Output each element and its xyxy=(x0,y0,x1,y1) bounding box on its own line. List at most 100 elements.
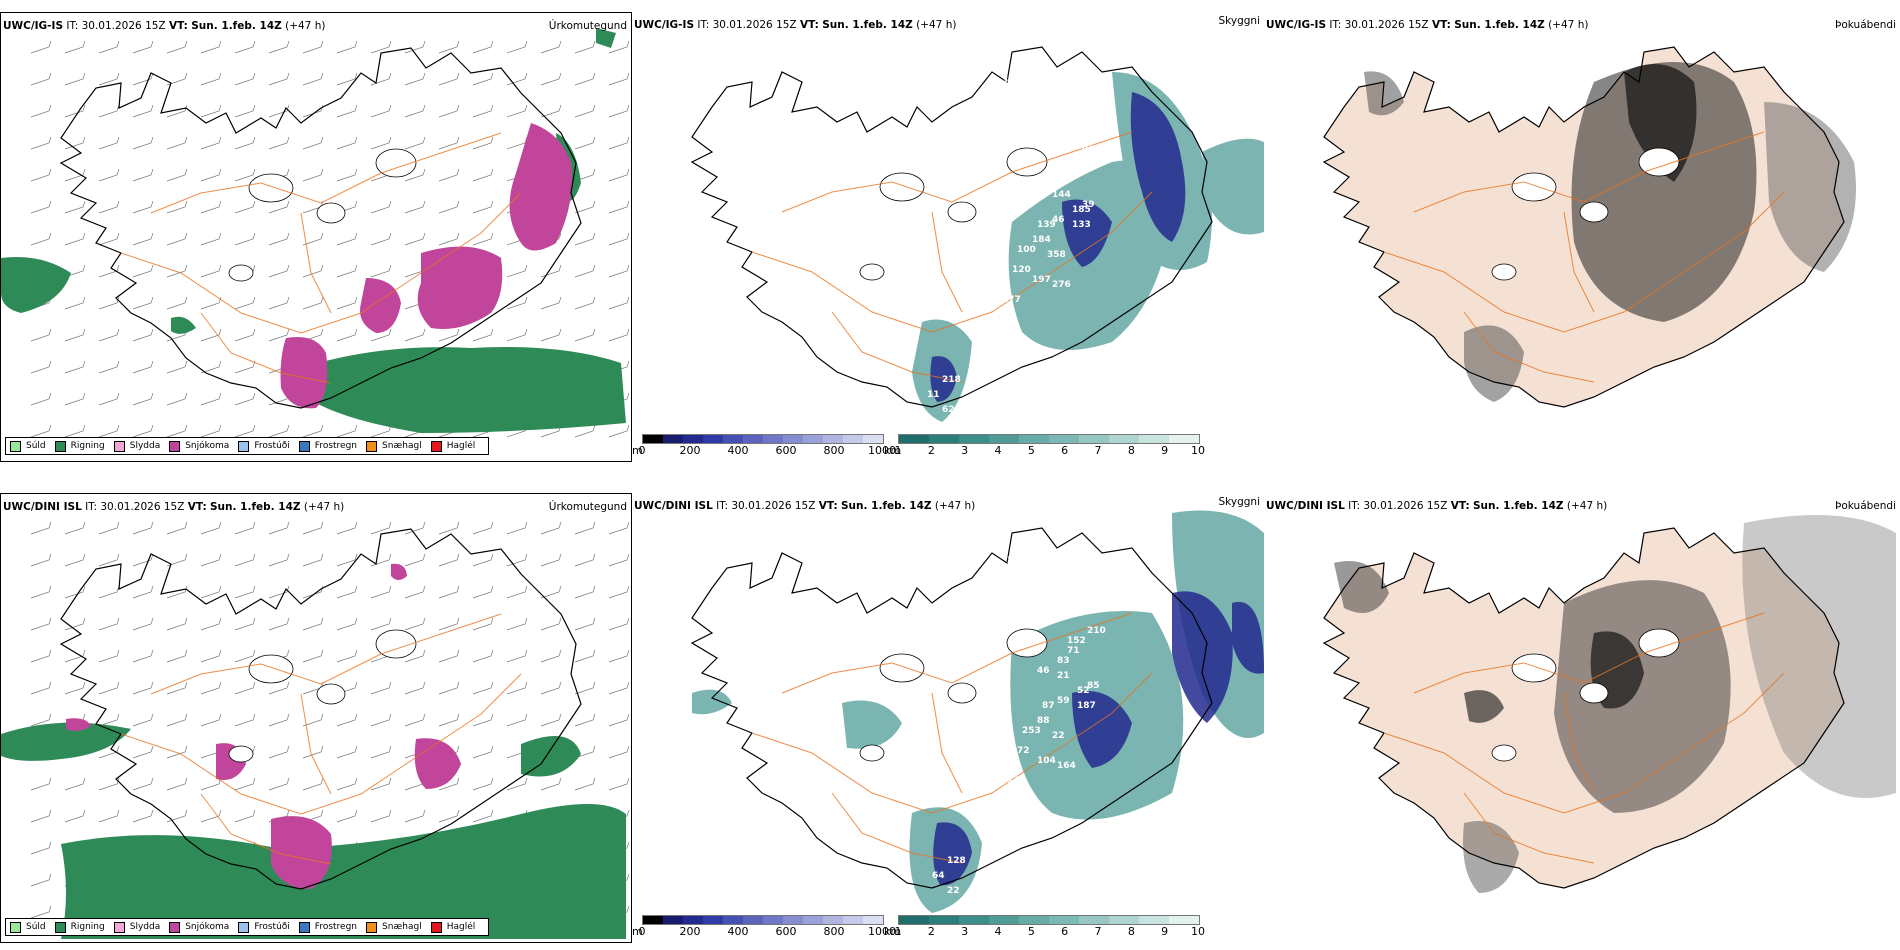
wind-barb xyxy=(370,72,392,86)
colorbar-tick-label: 0 xyxy=(638,925,646,938)
wind-barb xyxy=(98,360,120,374)
road-line xyxy=(1463,311,1595,383)
legend-swatch xyxy=(169,440,181,452)
wind-barb xyxy=(132,649,154,663)
cloud-base-label: 30 xyxy=(1007,556,1020,566)
colorbar-tick-label: 2 xyxy=(927,925,935,938)
road-line xyxy=(1563,692,1595,794)
wind-barb xyxy=(98,777,120,791)
wind-barb xyxy=(608,553,630,567)
wind-barb xyxy=(98,296,120,310)
wind-barb xyxy=(200,296,222,310)
wind-barb xyxy=(506,681,528,695)
road-line xyxy=(831,792,963,864)
wind-barb xyxy=(370,136,392,150)
cloud-base-label: 71 xyxy=(1067,646,1080,656)
wind-barb xyxy=(30,136,52,150)
wind-barb xyxy=(438,136,460,150)
road-line xyxy=(120,673,522,815)
cloud-base-label: 22 xyxy=(947,886,960,896)
wind-barb xyxy=(574,713,596,727)
wind-barb xyxy=(166,168,188,182)
road-line xyxy=(931,211,963,313)
wind-barb xyxy=(336,168,358,182)
wind-barb xyxy=(574,296,596,310)
wind-barb xyxy=(472,40,494,54)
road-line xyxy=(831,311,963,383)
glacier-outline xyxy=(1638,147,1680,177)
cloud-base-label: 21 xyxy=(1057,671,1070,681)
wind-barb xyxy=(166,521,188,535)
wind-barb xyxy=(438,521,460,535)
wind-barb xyxy=(608,745,630,759)
fog-map xyxy=(1322,515,1896,893)
wind-barb xyxy=(30,424,52,438)
legend-item: Frostregn xyxy=(298,921,357,933)
wind-barb xyxy=(574,521,596,535)
wind-barb xyxy=(574,745,596,759)
legend-item: Snæhagl xyxy=(366,921,422,933)
wind-barb xyxy=(268,713,290,727)
panel-title: Skyggni xyxy=(1218,15,1261,27)
wind-barb xyxy=(64,360,86,374)
wind-barb xyxy=(132,713,154,727)
glacier-outline xyxy=(1491,744,1517,762)
wind-barb xyxy=(336,232,358,246)
wind-barb xyxy=(438,649,460,663)
wind-barb xyxy=(302,296,324,310)
cloud-base-label: 51 xyxy=(997,801,1010,811)
cloud-visibility-panel-bottom: UWC/DINI ISL IT: 30.01.2026 15Z VT: Sun.… xyxy=(632,493,1264,943)
wind-barb xyxy=(472,200,494,214)
colorbar-tick-label: 200 xyxy=(679,925,701,938)
colorbar-tick-label: 1000 xyxy=(868,444,896,457)
cloud-base-label: 96 xyxy=(1082,145,1095,155)
wind-barb xyxy=(166,200,188,214)
cloud-base-label: 22 xyxy=(1052,731,1065,741)
wind-barb xyxy=(30,585,52,599)
iceland-outline xyxy=(59,47,582,409)
wind-barb xyxy=(540,553,562,567)
wind-barb xyxy=(132,296,154,310)
wind-barb xyxy=(234,72,256,86)
wind-barb xyxy=(132,424,154,438)
wind-barb xyxy=(98,232,120,246)
colorbar-segment xyxy=(929,435,959,443)
wind-barb xyxy=(268,521,290,535)
wind-barb xyxy=(540,521,562,535)
wind-barb xyxy=(370,521,392,535)
wind-barb xyxy=(608,40,630,54)
wind-barb xyxy=(30,168,52,182)
wind-barb xyxy=(30,104,52,118)
wind-barb xyxy=(132,264,154,278)
colorbar-strip xyxy=(642,915,884,925)
wind-barb xyxy=(30,617,52,631)
wind-barb xyxy=(200,809,222,823)
legend-item: Frostregn xyxy=(298,440,357,452)
wind-barb xyxy=(574,232,596,246)
wind-barb xyxy=(30,200,52,214)
wind-barb xyxy=(506,521,528,535)
legend-item: Haglél xyxy=(430,921,475,933)
cloud-base-label: 40 xyxy=(1062,155,1075,165)
cloud-base-label: 293 xyxy=(987,335,1006,345)
road-line xyxy=(1413,612,1765,694)
wind-barb xyxy=(268,617,290,631)
wind-barb xyxy=(438,809,460,823)
wind-barb xyxy=(608,617,630,631)
cloud-base-label: 100 xyxy=(1042,125,1061,135)
cloud-base-label: 46 xyxy=(1037,666,1050,676)
wind-barb xyxy=(574,168,596,182)
wind-barb xyxy=(268,681,290,695)
colorbar-tick-label: 3 xyxy=(961,925,969,938)
wind-barb xyxy=(506,777,528,791)
wind-barb xyxy=(506,296,528,310)
wind-barb xyxy=(574,424,596,438)
precip-map xyxy=(1,28,630,438)
panel-title: Þokuábendi xyxy=(1835,19,1896,31)
colorbar-segment xyxy=(743,435,763,443)
legend-item: Rigning xyxy=(54,440,105,452)
wind-barb xyxy=(438,104,460,118)
wind-barb xyxy=(200,360,222,374)
precip-type-panel-top: UWC/IG-IS IT: 30.01.2026 15Z VT: Sun. 1.… xyxy=(0,12,632,462)
wind-barb xyxy=(336,328,358,342)
